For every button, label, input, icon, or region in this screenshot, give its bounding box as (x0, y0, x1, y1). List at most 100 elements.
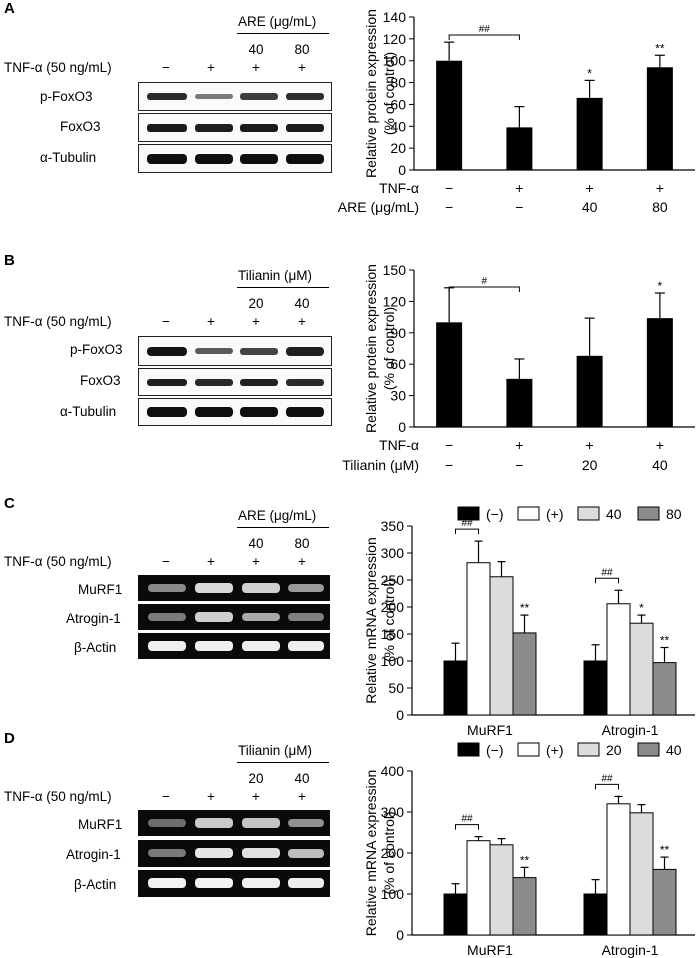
y-tick-label: 20 (390, 140, 406, 156)
grouped-bar-chart-c: Relative mRNA expression (% of control) 0 5… (363, 506, 695, 738)
row1-value: + (586, 437, 594, 453)
y-axis-label: Relative protein expression (363, 9, 379, 178)
y-tick-label: 50 (388, 680, 404, 696)
dose-label: 40 (294, 771, 310, 786)
significance-bracket (595, 577, 619, 584)
row2-label: Tilianin (μM) (342, 457, 419, 473)
category-label: MuRF1 (467, 722, 513, 738)
significance-bracket (455, 824, 479, 830)
significance-bracket (448, 34, 520, 40)
significance-bracket (455, 528, 479, 535)
bar (466, 562, 491, 716)
row2-value: − (445, 199, 453, 215)
significance-mark: * (587, 66, 592, 80)
panel-d: D Tilianin (μM) 20 40 TNF-α (50 ng/mL) −… (0, 730, 699, 958)
gel-atrogin-1 (138, 604, 330, 630)
blot-row-label: FoxO3 (60, 119, 101, 134)
treatment-header: Tilianin (μM) (238, 268, 313, 283)
category-label: Atrogin-1 (602, 722, 659, 738)
header-underline (237, 527, 329, 528)
y-tick-label: 120 (383, 293, 407, 309)
tnf-label: TNF-α (50 ng/mL) (4, 554, 112, 569)
y-axis-label: (% of control) (381, 52, 397, 135)
y-tick-label: 120 (383, 31, 407, 47)
row2-value: 40 (582, 199, 598, 215)
tnf-sign: + (207, 789, 215, 804)
significance-bracket (595, 783, 619, 790)
significance-mark: * (658, 279, 663, 293)
y-tick-label: 200 (381, 845, 405, 861)
row2-label: ARE (μg/mL) (338, 199, 419, 215)
bar (583, 893, 608, 936)
tnf-sign: + (252, 789, 260, 804)
legend-label: (+) (546, 742, 564, 758)
significance-bracket (448, 286, 520, 292)
legend-label: 40 (606, 506, 622, 522)
y-axis-label: (% of control) (381, 811, 397, 894)
blot-row-label: MuRF1 (78, 817, 123, 832)
y-axis-label: Relative mRNA expression (363, 770, 379, 937)
tnf-sign: − (162, 314, 170, 329)
y-axis-label: (% of control) (381, 579, 397, 662)
panel-label: A (4, 0, 15, 17)
row1-value: + (586, 180, 594, 196)
significance-mark: ** (520, 601, 530, 615)
legend-label: (+) (546, 506, 564, 522)
y-tick-label: 0 (398, 162, 406, 178)
header-underline (237, 33, 329, 34)
bar (436, 322, 463, 427)
blot-row-label: β-Actin (74, 877, 117, 892)
significance-mark: ** (660, 634, 670, 648)
header-underline (237, 762, 329, 763)
row2-value: 40 (652, 457, 668, 473)
bar-chart-a: Relative protein expression (% of control… (338, 9, 695, 215)
y-tick-label: 0 (396, 927, 404, 943)
dose-label: 20 (248, 771, 264, 786)
legend-swatch (517, 742, 540, 757)
bar (652, 868, 677, 936)
tnf-sign: + (298, 314, 306, 329)
gel-bands (148, 848, 324, 858)
tnf-sign: + (252, 314, 260, 329)
western-blot-foxo3 (138, 113, 332, 142)
y-tick-label: 400 (381, 763, 405, 779)
blot-bands (147, 407, 324, 417)
y-tick-label: 100 (381, 653, 405, 669)
tnf-sign: + (298, 789, 306, 804)
panel-label: C (4, 495, 15, 512)
row1-label: TNF-α (379, 180, 419, 196)
tnf-label: TNF-α (50 ng/mL) (4, 60, 112, 75)
tnf-sign: + (207, 314, 215, 329)
y-tick-label: 150 (381, 626, 405, 642)
blot-row-label: Atrogin-1 (66, 611, 121, 626)
panel-label: B (4, 252, 15, 269)
dose-label: 40 (294, 296, 310, 311)
y-tick-label: 200 (381, 599, 405, 615)
bar (489, 844, 514, 936)
significance-mark: ** (660, 843, 670, 857)
gel-bands (148, 641, 324, 651)
blot-row-label: MuRF1 (78, 582, 123, 597)
bar (652, 662, 677, 716)
tnf-sign: − (162, 60, 170, 75)
gel-bands (148, 878, 324, 888)
bracket-label: ## (461, 518, 473, 529)
tnf-sign: + (298, 554, 306, 569)
blot-row-label: p-FoxO3 (40, 89, 93, 104)
y-tick-label: 0 (398, 419, 406, 435)
dose-label: 40 (248, 42, 264, 57)
legend-swatch (637, 506, 660, 521)
bar (576, 97, 603, 170)
y-tick-label: 300 (381, 545, 405, 561)
dose-label: 40 (248, 536, 264, 551)
bracket-label: ## (461, 814, 473, 825)
header-underline (237, 287, 329, 288)
bar (512, 632, 537, 716)
blot-bands (147, 154, 324, 164)
gel-bands (148, 583, 324, 593)
bracket-label: # (481, 276, 487, 287)
row2-value: − (515, 457, 523, 473)
blot-bands (147, 347, 324, 356)
legend-swatch (517, 506, 540, 521)
row1-label: TNF-α (379, 437, 419, 453)
